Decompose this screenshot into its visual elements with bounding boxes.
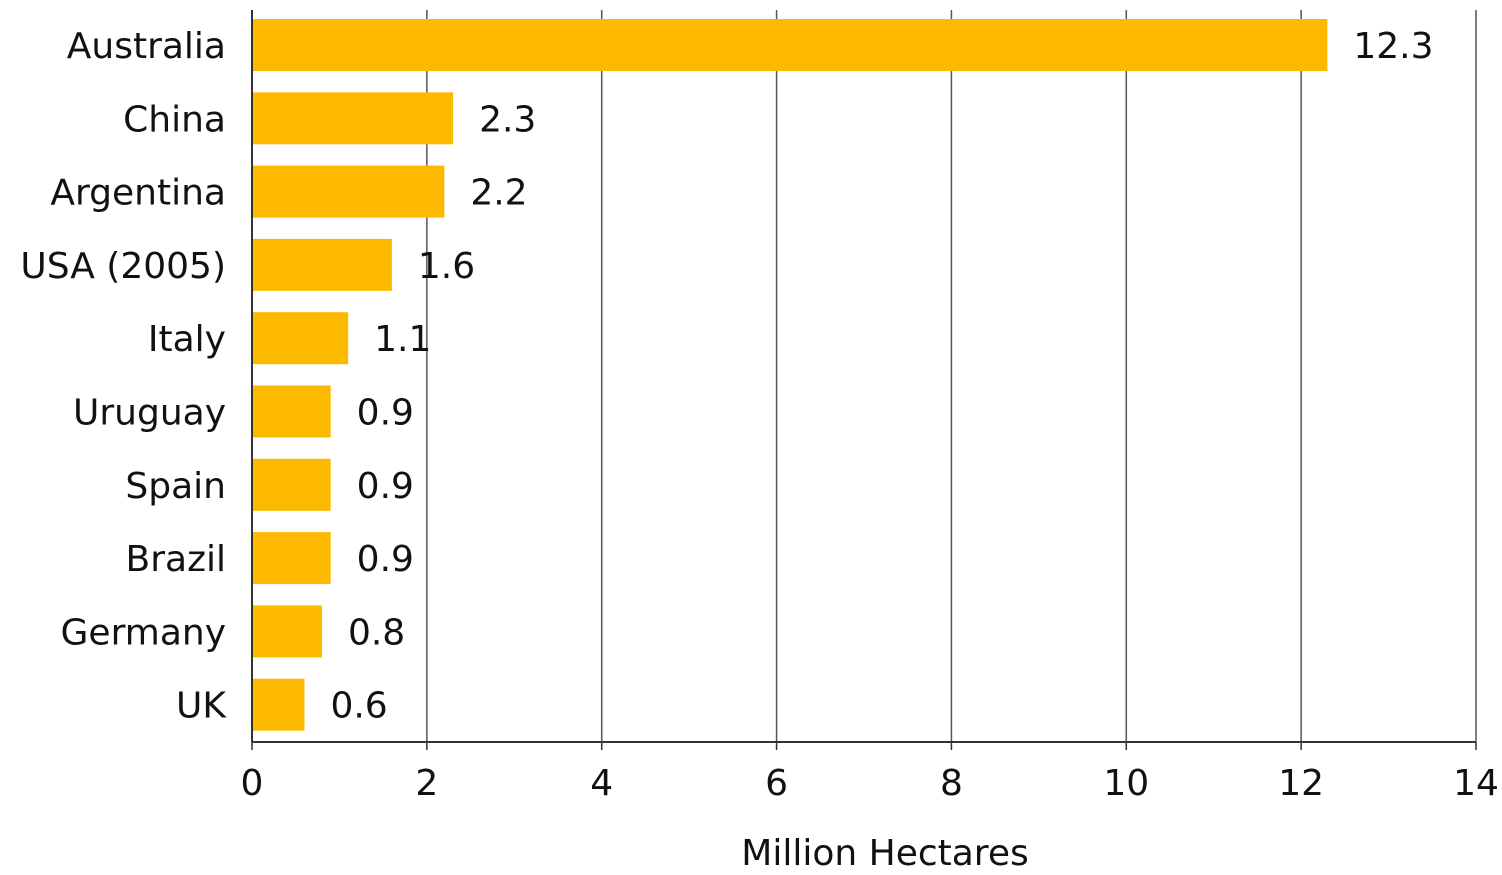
category-label: UK: [176, 686, 227, 727]
x-tick-label: 8: [940, 763, 963, 804]
x-tick-label: 2: [415, 763, 438, 804]
x-axis-title: Million Hectares: [741, 833, 1028, 870]
bar: [252, 458, 331, 511]
x-tick-label: 14: [1453, 763, 1499, 804]
category-label: USA (2005): [20, 246, 226, 287]
category-label: Uruguay: [73, 393, 226, 434]
bar: [252, 385, 331, 438]
value-label: 12.3: [1353, 26, 1433, 67]
x-tick-label: 4: [590, 763, 613, 804]
category-label: Germany: [61, 612, 226, 653]
category-label: Argentina: [50, 173, 226, 214]
category-label: China: [123, 99, 226, 140]
bar: [252, 19, 1328, 71]
value-label: 0.9: [357, 466, 414, 507]
bar: [252, 238, 392, 291]
category-label: Italy: [148, 319, 226, 360]
axes: [251, 10, 1477, 750]
grid-lines: [426, 10, 1477, 742]
value-label: 0.8: [348, 612, 405, 653]
bar: [252, 92, 454, 145]
category-label: Brazil: [126, 539, 226, 580]
bar: [252, 312, 349, 365]
value-label: 1.1: [374, 319, 431, 360]
value-label: 1.6: [418, 246, 475, 287]
value-label: 0.9: [357, 393, 414, 434]
x-tick-label: 0: [241, 763, 264, 804]
value-label: 2.2: [470, 173, 527, 214]
bar: [252, 165, 445, 218]
bar: [252, 678, 305, 731]
category-label: Spain: [125, 466, 226, 507]
value-label: 2.3: [479, 99, 536, 140]
category-label: Australia: [67, 26, 226, 67]
value-label: 0.9: [357, 539, 414, 580]
bars: [252, 19, 1328, 731]
x-tick-label: 12: [1278, 763, 1324, 804]
bar: [252, 605, 322, 658]
x-tick-label: 6: [765, 763, 788, 804]
value-label: 0.6: [330, 686, 387, 727]
x-tick-label: 10: [1103, 763, 1149, 804]
bar: [252, 532, 331, 585]
labels: 0 2 4 6 8 10 12 14 Australia 12.3 China 2.3 Argentin…: [20, 26, 1499, 804]
